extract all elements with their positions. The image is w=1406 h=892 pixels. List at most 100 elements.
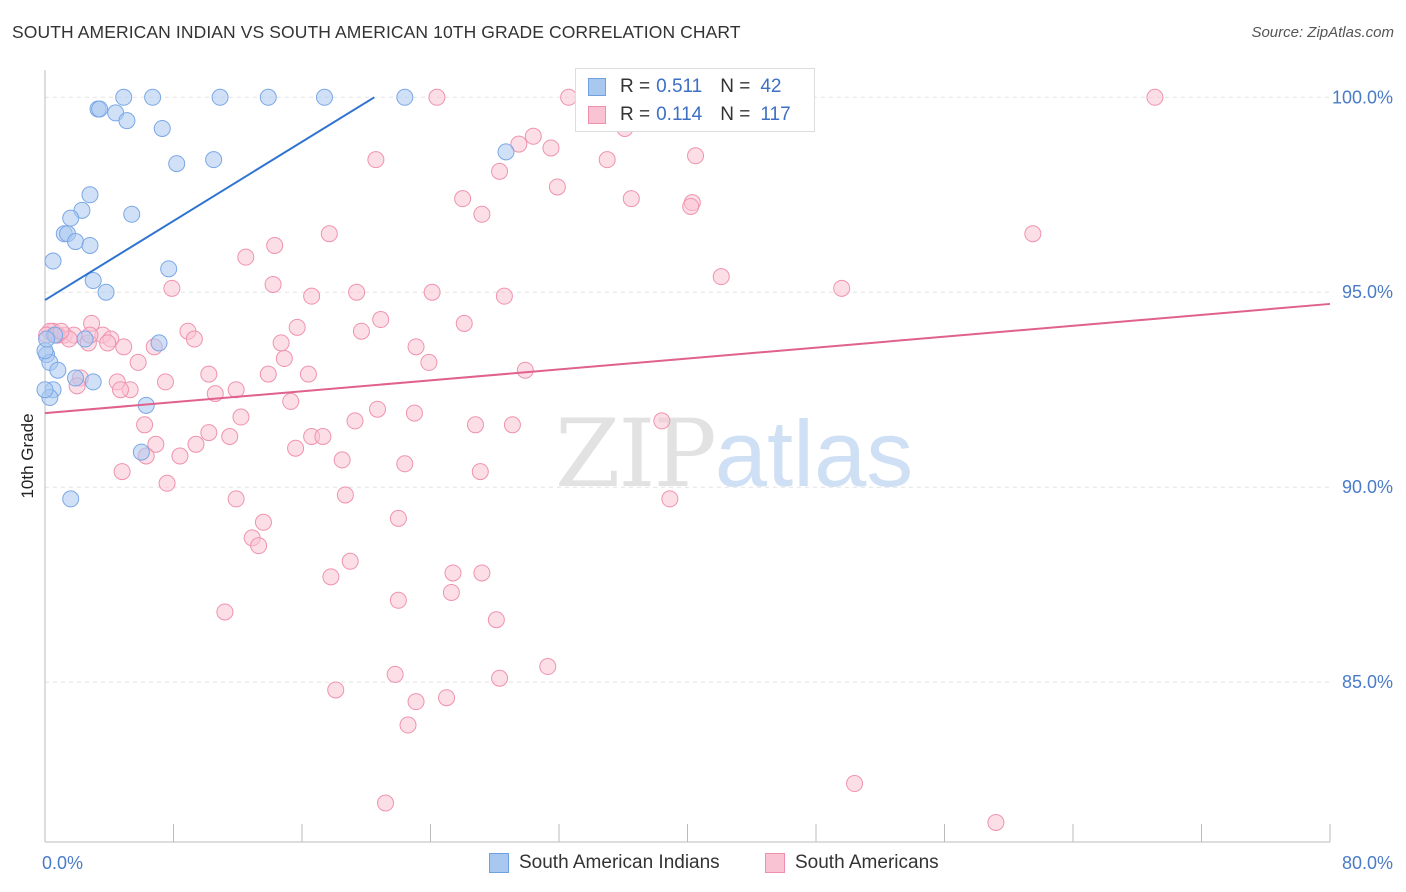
american-point (548, 178, 566, 196)
american-point (846, 775, 864, 793)
watermark-atlas: atlas (714, 401, 914, 506)
american-point (407, 338, 425, 356)
american-point (287, 439, 305, 457)
series-legend: South American Indians South Americans (0, 852, 1406, 876)
indian-point (62, 490, 80, 508)
indian-point (84, 272, 102, 290)
american-point (542, 139, 560, 157)
american-point (442, 583, 460, 601)
indian-point (315, 88, 333, 106)
american-point (539, 658, 557, 676)
indian-point (168, 155, 186, 173)
american-point (455, 314, 473, 332)
american-point (377, 794, 395, 812)
indian-point (144, 88, 162, 106)
legend-n-value: 117 (760, 104, 791, 125)
american-point (163, 279, 181, 297)
american-point (115, 338, 133, 356)
y-axis-label: 10th Grade (18, 413, 37, 498)
american-point (111, 381, 129, 399)
american-point (259, 365, 277, 383)
american-point (129, 353, 147, 371)
indian-point (97, 283, 115, 301)
legend-swatch-indians (588, 78, 606, 96)
american-point (303, 287, 321, 305)
american-point (420, 353, 438, 371)
indian-point (123, 205, 141, 223)
american-point (687, 147, 705, 165)
american-point (389, 591, 407, 609)
indian-point (160, 260, 178, 278)
american-point (833, 279, 851, 297)
y-tick-label: 95.0% (1342, 282, 1393, 302)
american-point (524, 127, 542, 145)
american-point (314, 428, 332, 446)
american-point (333, 451, 351, 469)
american-point (266, 236, 284, 254)
series-label-indians: South American Indians (519, 852, 720, 873)
american-point (227, 490, 245, 508)
legend-r-label: R = (620, 104, 651, 125)
indian-point (259, 88, 277, 106)
american-point (1146, 88, 1164, 106)
american-point (200, 365, 218, 383)
american-point (227, 381, 245, 399)
legend-r-label: R = (620, 76, 651, 97)
american-point (471, 463, 489, 481)
stats-legend-row-americans: R = 0.114 N = 117 (588, 103, 809, 127)
american-point (423, 283, 441, 301)
x-tick-label: 0.0% (42, 853, 83, 873)
american-point (396, 455, 414, 473)
american-point (473, 205, 491, 223)
american-point (495, 287, 513, 305)
indian-point (84, 373, 102, 391)
american-point (491, 669, 509, 687)
american-point (503, 416, 521, 434)
american-point (367, 151, 385, 169)
series-swatch-indians (489, 853, 509, 873)
indian-point (38, 330, 56, 348)
american-point (428, 88, 446, 106)
american-point (661, 490, 679, 508)
american-point (322, 568, 340, 586)
y-tick-label: 90.0% (1342, 477, 1393, 497)
american-point (466, 416, 484, 434)
indian-point (36, 381, 54, 399)
series-legend-americans[interactable]: South Americans (765, 852, 939, 874)
indian-trend-line (44, 96, 375, 301)
american-point (444, 564, 462, 582)
series-label-americans: South Americans (795, 852, 939, 873)
american-point (386, 665, 404, 683)
y-tick-label: 85.0% (1342, 672, 1393, 692)
indian-point (115, 88, 133, 106)
american-point (200, 424, 218, 442)
american-point (336, 486, 354, 504)
series-legend-indians[interactable]: South American Indians (489, 852, 720, 874)
american-point (454, 190, 472, 208)
american-point (473, 564, 491, 582)
american-point (232, 408, 250, 426)
indian-point (132, 443, 150, 461)
american-point (399, 716, 417, 734)
american-point (653, 412, 671, 430)
legend-n-label: N = (720, 104, 751, 125)
american-point (1024, 225, 1042, 243)
american-point (598, 151, 616, 169)
american-point (438, 689, 456, 707)
american-point (510, 135, 528, 153)
indian-point (62, 209, 80, 227)
indian-point (497, 143, 515, 161)
american-point (275, 350, 293, 368)
american-point (368, 400, 386, 418)
watermark-zip: ZIP (555, 400, 717, 509)
american-point (282, 392, 300, 410)
american-point (99, 334, 117, 352)
american-point (136, 416, 154, 434)
american-point (487, 611, 505, 629)
american-point (987, 814, 1005, 832)
american-point (622, 190, 640, 208)
legend-r-value: 0.114 (656, 104, 703, 125)
american-trend-line (44, 302, 1331, 415)
y-tick-label: 100.0% (1332, 87, 1393, 107)
